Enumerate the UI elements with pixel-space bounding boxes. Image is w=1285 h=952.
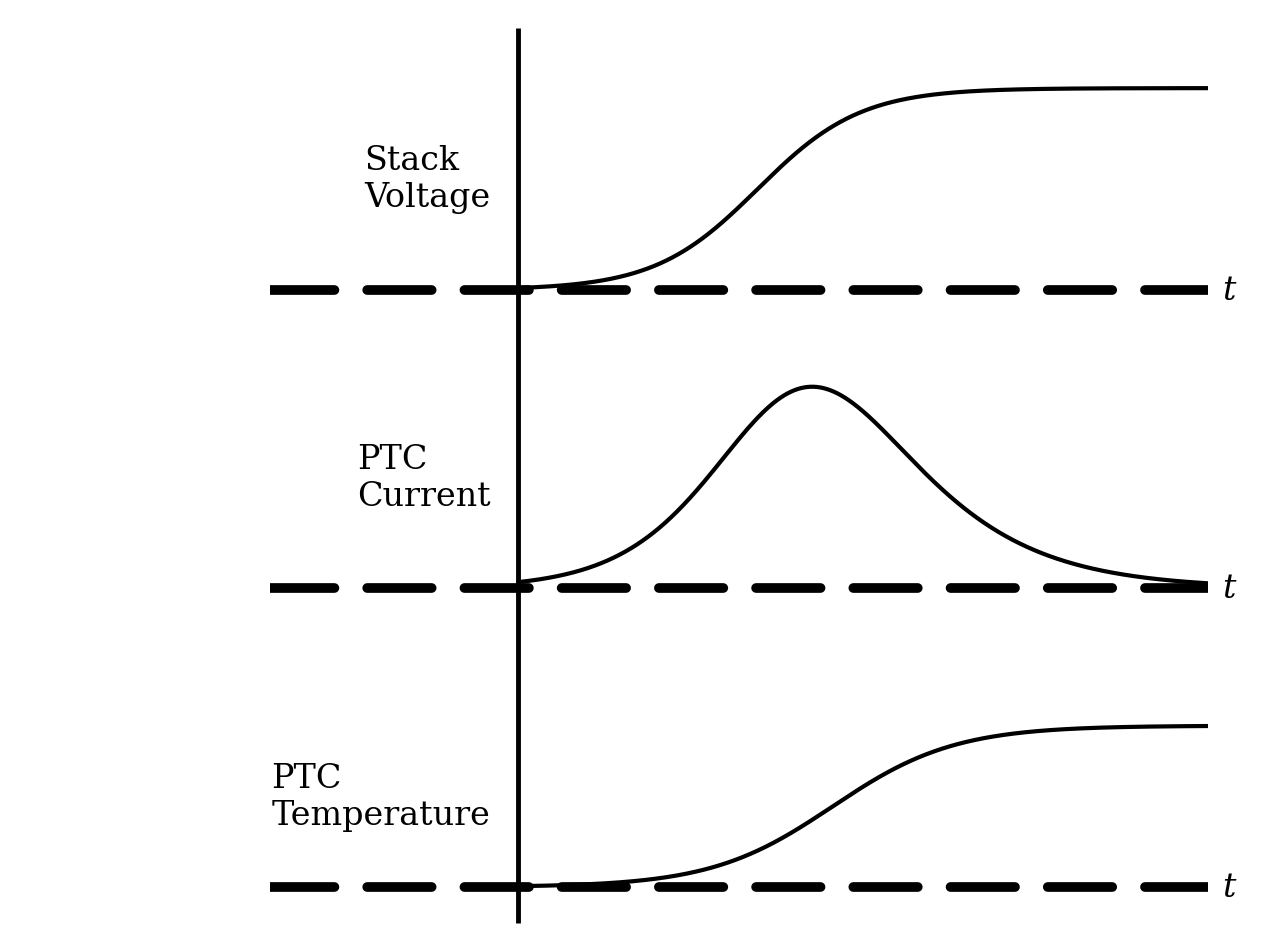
- Text: t: t: [1222, 573, 1235, 605]
- Text: PTC
Current: PTC Current: [357, 444, 491, 512]
- Text: t: t: [1222, 274, 1235, 307]
- Text: Stack
Voltage: Stack Voltage: [364, 146, 491, 214]
- Text: PTC
Temperature: PTC Temperature: [271, 762, 491, 831]
- Text: t: t: [1222, 871, 1235, 903]
